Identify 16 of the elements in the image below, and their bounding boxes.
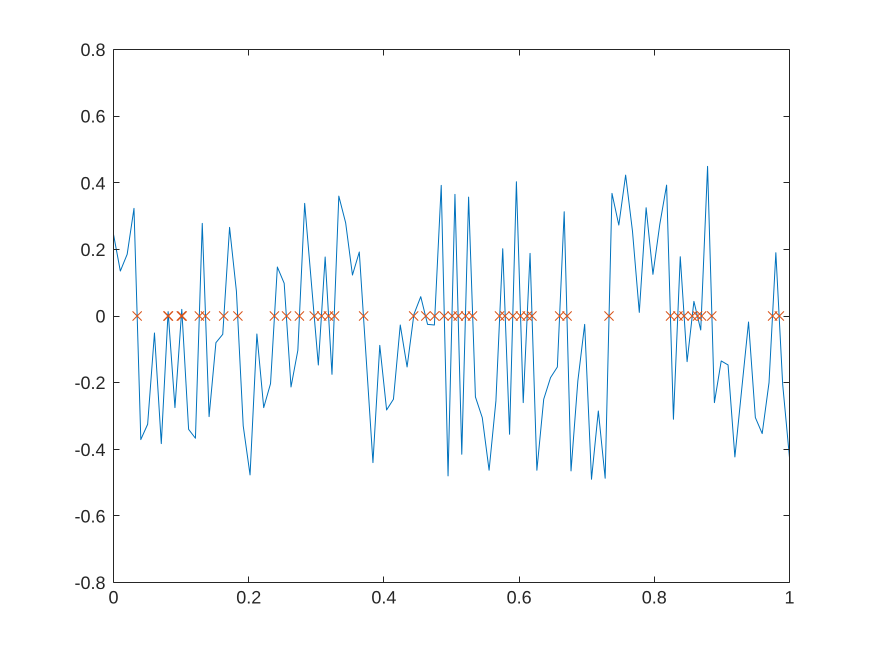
y-tick-label: -0.4 <box>74 440 106 460</box>
y-tick-label: 0.6 <box>80 106 106 127</box>
y-tick-label: -0.2 <box>74 373 106 394</box>
y-tick-label: 0.4 <box>80 173 106 194</box>
x-tick-label: 0.4 <box>371 588 396 608</box>
x-tick-label: 0.8 <box>642 588 667 608</box>
line-series <box>114 166 790 480</box>
x-tick-label: 1 <box>784 588 795 608</box>
y-tick-label: -0.6 <box>74 506 106 526</box>
x-tick-label: 0 <box>108 588 119 608</box>
y-tick-label: 0 <box>95 306 106 326</box>
y-tick-label: 0.2 <box>80 240 106 260</box>
x-tick-label: 0.2 <box>236 588 262 608</box>
x-tick-label: 0.6 <box>506 588 532 608</box>
y-tick-label: 0.8 <box>80 40 106 60</box>
y-tick-label: -0.8 <box>74 573 106 593</box>
